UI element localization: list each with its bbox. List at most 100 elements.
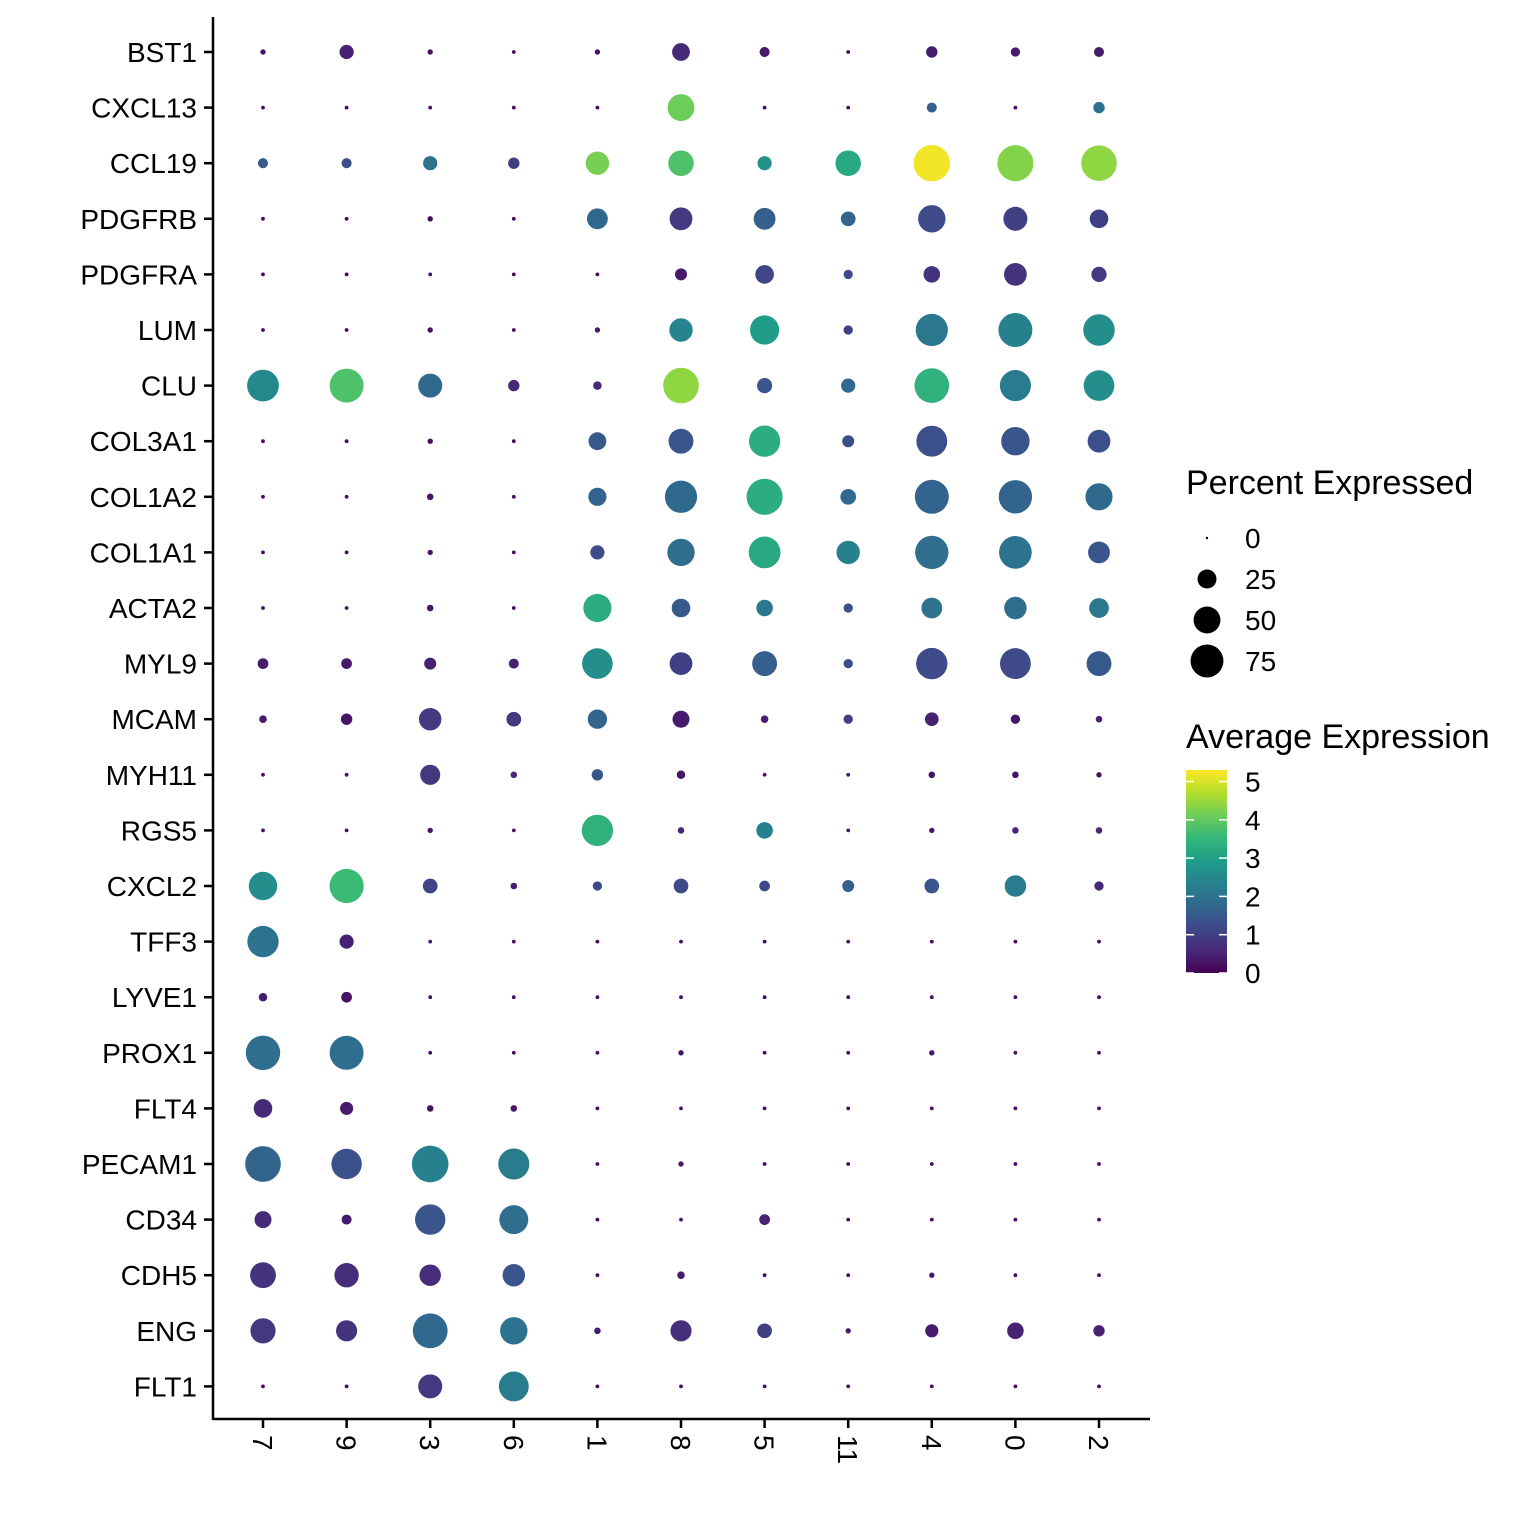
dot-pdgfrb-cluster-9: [344, 216, 349, 221]
dot-cxcl2-cluster-6: [510, 882, 518, 890]
dot-flt4-cluster-11: [846, 1106, 851, 1111]
dot-pecam1-cluster-7: [245, 1146, 281, 1182]
dot-lyve1-cluster-0: [1013, 995, 1018, 1000]
dot-tff3-cluster-4: [929, 939, 934, 944]
dot-flt4-cluster-6: [510, 1105, 518, 1112]
dot-col1a1-cluster-4: [915, 535, 949, 570]
dot-flt4-cluster-1: [595, 1106, 600, 1111]
y-tick-label: BST1: [127, 37, 197, 68]
y-axis-ticks: BST1 CXCL13 CCL19 PDGFRB PDGFRA LUM CLU COL3A1 C…: [80, 37, 213, 1402]
dot-cd34-cluster-5: [759, 1214, 770, 1225]
dot-lyve1-cluster-5: [762, 995, 767, 1000]
dot-mcam-cluster-8: [672, 710, 690, 728]
dot-cxcl2-cluster-8: [673, 878, 689, 894]
dot-clu-cluster-4: [914, 368, 950, 403]
dot-mcam-cluster-1: [587, 709, 608, 729]
y-tick-label: PDGFRA: [80, 259, 197, 290]
x-tick-label: 3: [414, 1435, 445, 1451]
dot-lum-cluster-6: [511, 328, 516, 332]
dot-bst1-cluster-5: [759, 46, 770, 58]
dot-mcam-cluster-5: [760, 715, 769, 723]
y-tick-label: TFF3: [130, 927, 197, 958]
y-tick-label: LUM: [138, 315, 197, 346]
dot-cxcl2-cluster-1: [592, 881, 603, 891]
dot-pecam1-cluster-5: [762, 1162, 767, 1166]
dot-cd34-cluster-8: [679, 1217, 683, 1222]
dot-col3a1-cluster-7: [261, 439, 265, 444]
dot-cxcl13-cluster-8: [667, 94, 695, 122]
dot-pdgfra-cluster-2: [1091, 266, 1107, 282]
dot-cdh5-cluster-8: [677, 1271, 685, 1279]
dot-col3a1-cluster-5: [748, 425, 781, 457]
dot-lum-cluster-9: [344, 328, 349, 332]
dot-bst1-cluster-11: [846, 50, 851, 54]
dot-cxcl13-cluster-3: [428, 105, 433, 110]
y-tick-label: FLT1: [134, 1371, 197, 1402]
size-legend-dot: [1193, 606, 1221, 634]
y-tick-label: CDH5: [121, 1260, 197, 1291]
dot-eng-cluster-0: [1007, 1322, 1024, 1340]
dot-col1a2-cluster-0: [998, 480, 1033, 514]
dot-myh11-cluster-6: [510, 771, 518, 779]
dot-col3a1-cluster-11: [842, 435, 855, 448]
dot-pdgfrb-cluster-4: [918, 205, 946, 233]
dot-mcam-cluster-11: [843, 714, 853, 724]
dot-pdgfra-cluster-5: [755, 265, 774, 284]
colorbar-tick-label: 4: [1245, 805, 1261, 836]
dot-myl9-cluster-7: [257, 658, 269, 669]
dot-lyve1-cluster-2: [1097, 995, 1101, 1000]
dot-col1a2-cluster-1: [588, 487, 607, 506]
dot-prox1-cluster-9: [329, 1035, 364, 1070]
dot-cd34-cluster-3: [415, 1204, 446, 1235]
dot-prox1-cluster-5: [762, 1050, 767, 1055]
dot-lyve1-cluster-4: [929, 995, 934, 1000]
dot-flt1-cluster-7: [261, 1384, 265, 1389]
dot-myh11-cluster-8: [676, 770, 686, 780]
dot-acta2-cluster-1: [583, 593, 612, 623]
dot-lum-cluster-8: [669, 318, 693, 342]
dot-cxcl2-cluster-0: [1004, 875, 1027, 897]
dots-layer: [245, 43, 1117, 1402]
dot-rgs5-cluster-6: [511, 828, 516, 833]
dot-flt1-cluster-8: [679, 1384, 683, 1389]
dot-myl9-cluster-8: [669, 652, 693, 675]
dot-tff3-cluster-3: [428, 939, 433, 944]
dot-flt4-cluster-9: [340, 1101, 354, 1115]
dot-cd34-cluster-0: [1013, 1217, 1018, 1222]
dot-col1a2-cluster-7: [261, 494, 265, 499]
dot-lyve1-cluster-3: [428, 995, 433, 1000]
size-legend-items: 0 25 50 75: [1190, 523, 1276, 678]
dot-eng-cluster-7: [250, 1318, 276, 1344]
dot-flt4-cluster-3: [426, 1105, 434, 1112]
colorbar-tick-label: 1: [1245, 920, 1261, 951]
dot-mcam-cluster-7: [259, 715, 267, 723]
y-tick-label: PROX1: [102, 1038, 197, 1069]
dot-col3a1-cluster-3: [427, 438, 433, 444]
dot-pecam1-cluster-11: [846, 1162, 851, 1166]
y-tick-label: CLU: [141, 371, 197, 402]
dot-myl9-cluster-2: [1086, 651, 1112, 677]
dot-col3a1-cluster-4: [916, 425, 948, 457]
dot-bst1-cluster-0: [1010, 47, 1021, 57]
dot-eng-cluster-3: [412, 1313, 448, 1349]
dot-cd34-cluster-6: [499, 1205, 529, 1235]
size-legend-title: Percent Expressed: [1186, 464, 1473, 502]
dot-cdh5-cluster-11: [846, 1273, 851, 1278]
colorbar-tick-label: 5: [1245, 766, 1261, 797]
dot-col1a2-cluster-5: [746, 478, 783, 515]
dot-lum-cluster-5: [750, 315, 780, 345]
dot-acta2-cluster-2: [1089, 598, 1109, 618]
dot-pdgfra-cluster-4: [923, 266, 941, 283]
dot-eng-cluster-2: [1093, 1325, 1105, 1337]
dot-clu-cluster-8: [663, 367, 699, 404]
dot-eng-cluster-11: [845, 1328, 851, 1334]
dot-cxcl2-cluster-11: [842, 879, 855, 893]
dot-prox1-cluster-0: [1013, 1050, 1018, 1055]
dot-pdgfrb-cluster-0: [1003, 206, 1028, 231]
dot-col3a1-cluster-6: [511, 439, 516, 444]
dot-ccl19-cluster-8: [668, 150, 694, 176]
color-legend-ticks: 5 4 3 2 1 0: [1186, 766, 1261, 989]
dot-tff3-cluster-1: [595, 939, 600, 944]
dot-rgs5-cluster-4: [929, 827, 935, 834]
